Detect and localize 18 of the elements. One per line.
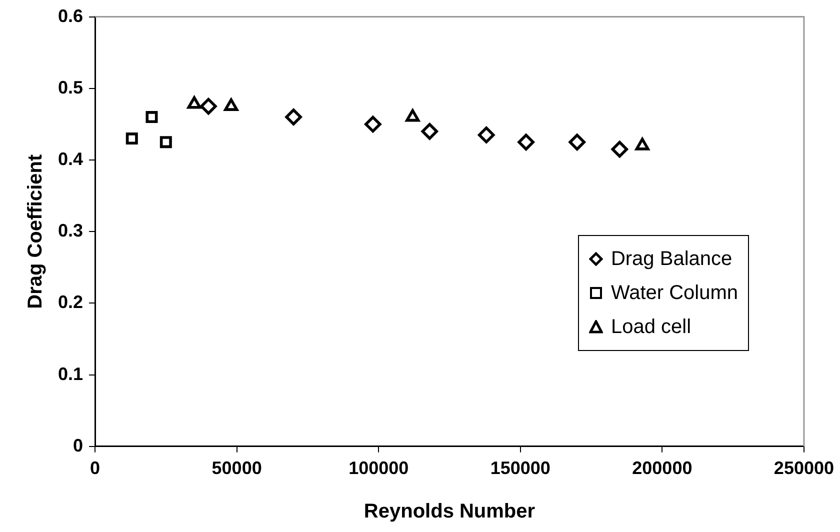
y-tick-label: 0.3 bbox=[58, 220, 84, 241]
x-tick-label: 250000 bbox=[774, 458, 834, 478]
legend-label: Drag Balance bbox=[610, 247, 732, 272]
y-tick-label: 0.2 bbox=[58, 292, 84, 312]
y-axis-title: Drag Coefficient bbox=[24, 154, 47, 309]
y-tick-label: 0.5 bbox=[58, 77, 84, 98]
x-tick-label: 200000 bbox=[632, 458, 692, 478]
legend-label: Water Column bbox=[610, 281, 738, 306]
y-tick-label: 0 bbox=[73, 435, 84, 456]
x-tick-label: 100000 bbox=[348, 458, 409, 478]
y-tick-label: 0.4 bbox=[58, 148, 84, 169]
x-tick-label: 0 bbox=[90, 458, 100, 478]
x-tick-label: 50000 bbox=[212, 458, 262, 478]
y-tick-label: 0.6 bbox=[58, 6, 84, 26]
x-axis-title: Reynolds Number bbox=[364, 500, 536, 523]
x-tick-label: 150000 bbox=[490, 458, 550, 478]
y-tick-label: 0.1 bbox=[58, 364, 84, 384]
legend-label: Load cell bbox=[610, 315, 692, 340]
